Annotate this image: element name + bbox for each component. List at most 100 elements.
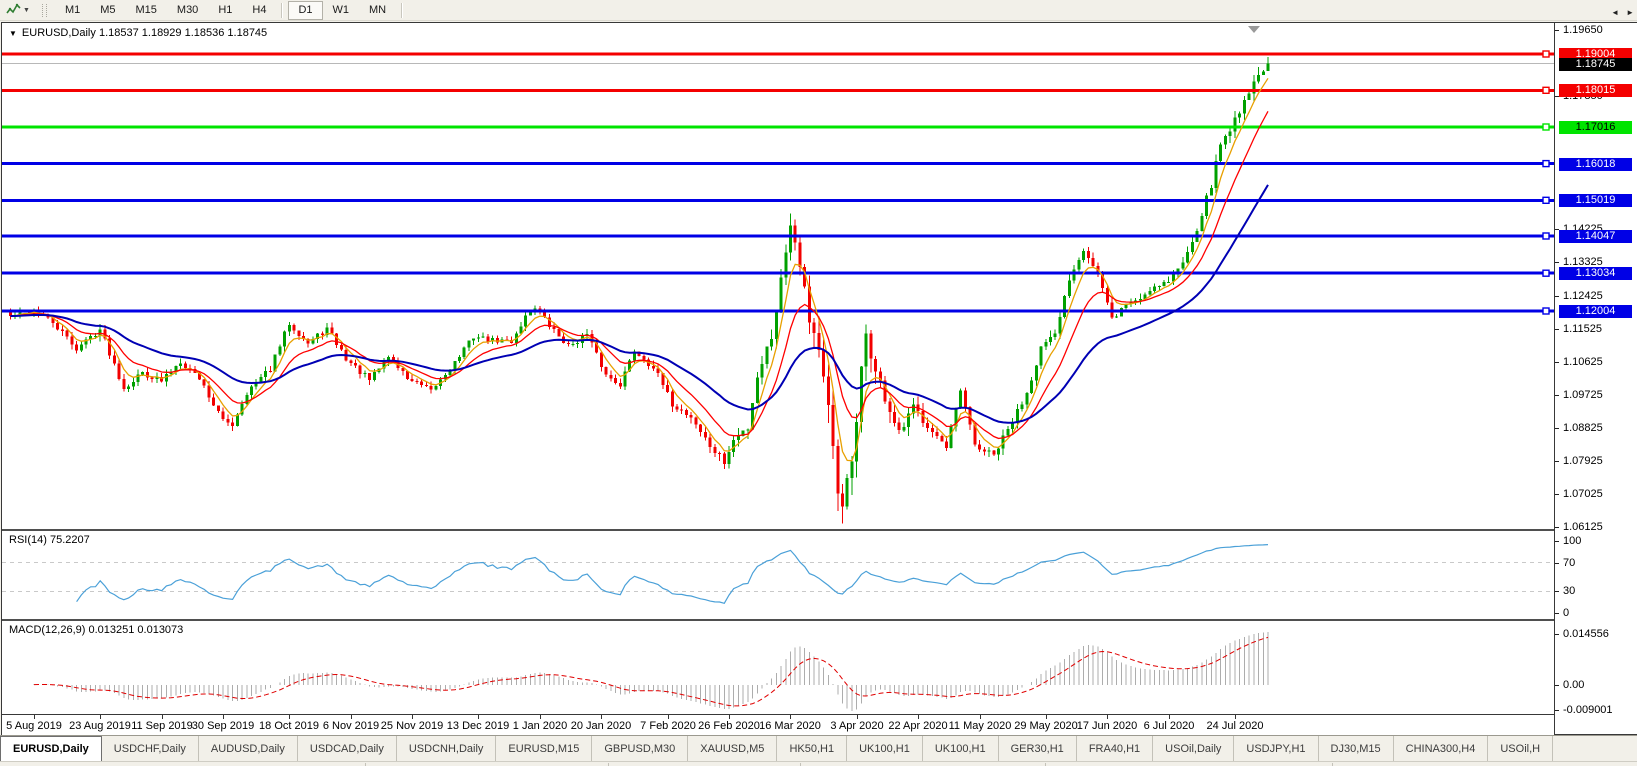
date-label: 20 Jan 2020 bbox=[570, 720, 632, 732]
price-axis[interactable]: 1.196501.178501.142251.133251.124251.115… bbox=[1554, 23, 1637, 734]
chart-tab-hk50-h1[interactable]: HK50,H1 bbox=[777, 736, 848, 761]
status-strip bbox=[0, 761, 1637, 766]
price-tick-label: 1.09725 bbox=[1563, 389, 1603, 401]
macd-panel[interactable] bbox=[2, 621, 1554, 713]
chart-symbol-label: EURUSD,Daily bbox=[21, 27, 96, 39]
timeframe-button-w1[interactable]: W1 bbox=[332, 3, 350, 16]
axis-tick bbox=[1555, 362, 1559, 363]
date-tick bbox=[540, 715, 541, 719]
date-tick bbox=[918, 715, 919, 719]
axis-tick bbox=[1555, 30, 1559, 31]
macd-tick-label: 0.00 bbox=[1563, 679, 1585, 691]
date-label: 29 May 2020 bbox=[1014, 720, 1078, 732]
hline-handle[interactable] bbox=[1542, 123, 1550, 131]
chart-tab-uk100-h1[interactable]: UK100,H1 bbox=[923, 736, 999, 761]
price-line-tag[interactable]: 1.16018 bbox=[1559, 158, 1632, 171]
hline-handle[interactable] bbox=[1542, 269, 1550, 277]
collapse-triangle-icon[interactable]: ▼ bbox=[9, 29, 17, 38]
moving-average-line bbox=[10, 184, 1269, 424]
price-line-tag[interactable]: 1.12004 bbox=[1559, 305, 1632, 318]
date-label: 24 Jul 2020 bbox=[1206, 720, 1264, 732]
moving-average-line bbox=[10, 110, 1269, 440]
date-label: 6 Jul 2020 bbox=[1143, 720, 1195, 732]
chart-tab-ger30-h1[interactable]: GER30,H1 bbox=[999, 736, 1077, 761]
timeframe-button-d1[interactable]: D1 bbox=[288, 0, 323, 20]
hline-handle[interactable] bbox=[1542, 86, 1550, 95]
timeframe-button-m15[interactable]: M15 bbox=[135, 3, 157, 16]
price-line-tag[interactable]: 1.19004 bbox=[1559, 48, 1632, 61]
date-tick bbox=[601, 715, 602, 719]
hline-handle[interactable] bbox=[1542, 196, 1550, 205]
timeframe-button-m5[interactable]: M5 bbox=[100, 3, 116, 16]
date-tick bbox=[1235, 715, 1236, 719]
date-tick bbox=[223, 715, 224, 719]
hline-handle[interactable] bbox=[1542, 159, 1550, 168]
chart-cursor-icon[interactable] bbox=[4, 2, 22, 18]
price-tick-label: 1.08825 bbox=[1563, 422, 1603, 434]
moving-average-line bbox=[10, 77, 1269, 462]
chart-tab-usoil-daily[interactable]: USOil,Daily bbox=[1153, 736, 1235, 761]
rsi-panel[interactable] bbox=[2, 531, 1554, 619]
tab-scroll-arrows: ◄ ► bbox=[1611, 8, 1634, 18]
date-tick bbox=[980, 715, 981, 719]
axis-tick bbox=[1555, 527, 1559, 528]
dropdown-caret-icon[interactable]: ▼ bbox=[23, 6, 30, 14]
hline-handle[interactable] bbox=[1542, 50, 1550, 58]
date-tick bbox=[289, 715, 290, 719]
chart-tab-uk100-h1[interactable]: UK100,H1 bbox=[847, 736, 923, 761]
date-label: 22 Apr 2020 bbox=[888, 720, 948, 732]
chart-tab-fra40-h1[interactable]: FRA40,H1 bbox=[1077, 736, 1154, 761]
hline-handle[interactable] bbox=[1542, 307, 1550, 315]
timeframe-buttons: M1 M5 M15 M30 H1 H4 D1 W1 MN bbox=[55, 0, 408, 20]
price-line-tag[interactable]: 1.15019 bbox=[1559, 194, 1632, 207]
timeframe-button-m1[interactable]: M1 bbox=[64, 3, 81, 16]
timeframe-button-h1[interactable]: H1 bbox=[218, 3, 233, 16]
date-label: 11 May 2020 bbox=[948, 720, 1012, 732]
chart-tab-usdcnh-daily[interactable]: USDCNH,Daily bbox=[397, 736, 497, 761]
chart-ohlc-values: 1.18537 1.18929 1.18536 1.18745 bbox=[98, 27, 268, 39]
chart-tab-eurusd-daily[interactable]: EURUSD,Daily bbox=[0, 736, 102, 761]
chart-tab-audusd-daily[interactable]: AUDUSD,Daily bbox=[199, 736, 298, 761]
current-price-tag: 1.18745 bbox=[1559, 58, 1632, 71]
chart-tab-usdchf-daily[interactable]: USDCHF,Daily bbox=[102, 736, 199, 761]
date-tick bbox=[34, 715, 35, 719]
chart-tab-usdjpy-h1[interactable]: USDJPY,H1 bbox=[1234, 736, 1319, 761]
axis-tick bbox=[1555, 329, 1559, 330]
chart-tab-dj30-m15[interactable]: DJ30,M15 bbox=[1319, 736, 1394, 761]
chart-tab-xauusd-m5[interactable]: XAUUSD,M5 bbox=[688, 736, 778, 761]
rsi-header: RSI(14) 75.2207 bbox=[9, 534, 90, 546]
macd-tick-label: -0.009001 bbox=[1563, 704, 1613, 716]
date-tick bbox=[668, 715, 669, 719]
panel-divider[interactable] bbox=[2, 619, 1554, 621]
axis-tick bbox=[1555, 634, 1559, 635]
tab-scroll-left[interactable]: ◄ bbox=[1611, 8, 1620, 17]
chart-tab-usoil-h[interactable]: USOil,H bbox=[1488, 736, 1554, 761]
macd-signal-line bbox=[33, 636, 1269, 707]
chart-tab-usdcad-daily[interactable]: USDCAD,Daily bbox=[298, 736, 397, 761]
chart-tab-gbpusd-m30[interactable]: GBPUSD,M30 bbox=[592, 736, 689, 761]
price-line-tag[interactable]: 1.14047 bbox=[1559, 230, 1632, 243]
timeframe-button-m30[interactable]: M30 bbox=[176, 3, 199, 16]
axis-tick bbox=[1555, 563, 1559, 564]
price-chart[interactable] bbox=[2, 23, 1554, 529]
axis-tick bbox=[1555, 229, 1559, 230]
hline-handle[interactable] bbox=[1542, 232, 1550, 240]
toolbar-separator bbox=[401, 2, 404, 18]
date-label: 17 Jun 2020 bbox=[1076, 720, 1138, 732]
time-axis[interactable]: 5 Aug 2019 23 Aug 2019 11 Sep 2019 30 Sep 2… bbox=[2, 714, 1554, 735]
price-line-tag[interactable]: 1.18015 bbox=[1559, 84, 1632, 97]
price-line-tag[interactable]: 1.13034 bbox=[1559, 267, 1632, 280]
timeframe-button-h4[interactable]: H4 bbox=[252, 3, 267, 16]
toolbar-grip[interactable] bbox=[41, 3, 47, 17]
timeframe-button-mn[interactable]: MN bbox=[369, 3, 387, 16]
price-line-tag[interactable]: 1.17016 bbox=[1559, 121, 1632, 134]
date-label: 26 Feb 2020 bbox=[698, 720, 760, 732]
panel-divider[interactable] bbox=[2, 529, 1554, 531]
chart-tab-china300-h4[interactable]: CHINA300,H4 bbox=[1394, 736, 1489, 761]
axis-tick bbox=[1555, 428, 1559, 429]
date-tick bbox=[412, 715, 413, 719]
chart-tab-eurusd-m15[interactable]: EURUSD,M15 bbox=[496, 736, 593, 761]
chart-shift-marker[interactable] bbox=[1248, 26, 1260, 33]
tab-scroll-right[interactable]: ► bbox=[1626, 8, 1634, 17]
